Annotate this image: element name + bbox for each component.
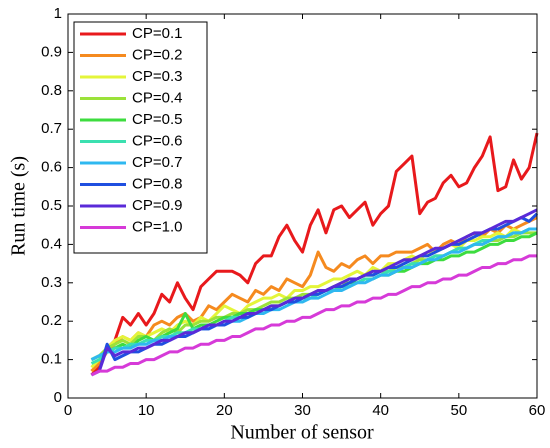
legend-label: CP=0.7 xyxy=(132,154,182,171)
x-tick-label: 40 xyxy=(372,402,389,419)
series-line xyxy=(90,208,538,377)
axes-box xyxy=(67,13,538,399)
y-tick-label: 0.5 xyxy=(41,197,62,214)
y-tick-label: 0.9 xyxy=(41,43,62,60)
x-tick-label: 50 xyxy=(450,402,467,419)
legend-label: CP=0.8 xyxy=(132,175,182,192)
y-axis-label: Run time (s) xyxy=(8,156,30,256)
y-tick-label: 0.6 xyxy=(41,159,62,176)
series-line xyxy=(90,132,539,377)
legend-label: CP=0.1 xyxy=(132,25,182,42)
legend-label: CP=0.4 xyxy=(132,89,182,106)
x-tick-label: 20 xyxy=(216,402,233,419)
x-axis-label: Number of sensor xyxy=(230,422,374,444)
series-line xyxy=(90,212,539,377)
series-line xyxy=(90,216,538,373)
legend-label: CP=0.2 xyxy=(132,46,182,63)
legend-label: CP=0.6 xyxy=(132,132,182,149)
y-tick-label: 0.3 xyxy=(41,274,62,291)
x-tick-label: 30 xyxy=(294,402,311,419)
legend-box xyxy=(73,21,208,254)
x-tick-label: 0 xyxy=(64,402,72,419)
series-line xyxy=(90,254,537,377)
legend-label: CP=1.0 xyxy=(132,218,182,235)
y-tick-label: 0.1 xyxy=(41,351,62,368)
legend-label: CP=0.5 xyxy=(132,111,182,128)
y-tick-label: 0.2 xyxy=(41,312,62,329)
y-tick-label: 0 xyxy=(54,389,62,406)
series-line xyxy=(90,227,537,365)
legend-label: CP=0.3 xyxy=(132,68,182,85)
y-tick-label: 0.7 xyxy=(41,120,62,137)
legend-label: CP=0.9 xyxy=(132,197,182,214)
x-tick-label: 10 xyxy=(138,402,155,419)
x-tick-label: 60 xyxy=(529,402,546,419)
y-tick-label: 0.8 xyxy=(41,82,62,99)
y-tick-label: 1 xyxy=(54,5,62,22)
y-tick-label: 0.4 xyxy=(41,235,62,252)
series-line xyxy=(90,227,537,361)
